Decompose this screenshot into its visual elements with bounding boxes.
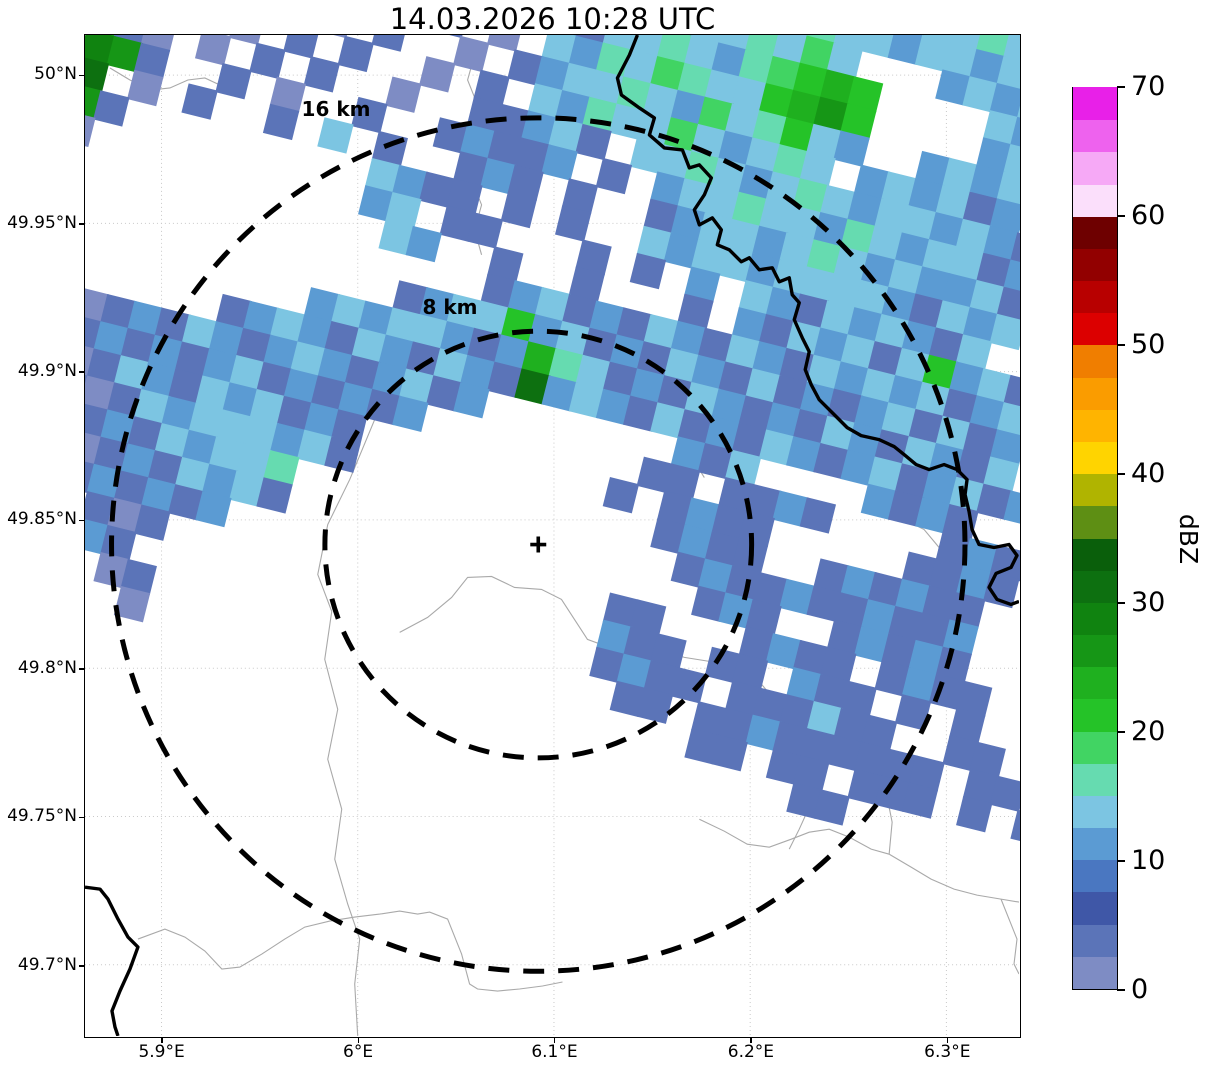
colorbar-segment — [1073, 504, 1117, 539]
colorbar-segment — [1073, 891, 1117, 925]
colorbar-segment — [1073, 601, 1117, 636]
colorbar-segment — [1073, 247, 1117, 282]
colorbar-segment — [1073, 698, 1117, 732]
y-tick-label: 49.85°N — [7, 509, 77, 530]
x-tick-label: 6.3°E — [924, 1042, 971, 1062]
admin-boundary-line — [317, 344, 396, 1036]
colorbar-segment — [1073, 569, 1117, 603]
colorbar-segment — [1073, 408, 1117, 442]
y-tick-label: 49.75°N — [7, 806, 77, 827]
colorbar-segment — [1073, 762, 1117, 796]
colorbar-segment — [1073, 118, 1117, 153]
y-tick-mark — [79, 668, 84, 670]
admin-boundary-line — [109, 67, 221, 91]
colorbar-tick-label: 10 — [1131, 845, 1166, 876]
y-tick-mark — [79, 74, 84, 77]
colorbar-segment — [1073, 730, 1117, 764]
country-border-line — [615, 35, 1019, 607]
y-tick-label: 49.95°N — [7, 212, 77, 233]
x-tick-mark — [750, 1038, 752, 1043]
radar-center-marker — [530, 536, 547, 553]
colorbar-tick-label: 50 — [1131, 329, 1166, 360]
colorbar-segment — [1073, 858, 1117, 893]
y-tick-label: 49.8°N — [17, 657, 77, 678]
map-overlay-borders-rings — [85, 35, 1019, 1036]
colorbar-tick-mark — [1117, 989, 1125, 991]
colorbar-tick-mark — [1117, 86, 1125, 88]
colorbar-tick-label: 70 — [1131, 71, 1166, 102]
colorbar-tick-mark — [1117, 344, 1125, 346]
colorbar-segment — [1073, 151, 1117, 185]
x-tick-mark — [946, 1038, 949, 1043]
colorbar-segment — [1073, 537, 1117, 571]
colorbar-segment — [1073, 86, 1117, 121]
y-tick-mark — [79, 519, 84, 522]
colorbar-axis-label: dBZ — [1174, 513, 1203, 565]
y-tick-mark — [79, 223, 84, 225]
range-ring-label: 8 km — [422, 295, 478, 319]
x-tick-label: 6.2°E — [727, 1042, 775, 1062]
colorbar — [1072, 86, 1118, 990]
colorbar-tick-label: 60 — [1131, 200, 1166, 231]
colorbar-segment — [1073, 472, 1117, 507]
colorbar-segment — [1073, 344, 1117, 378]
colorbar-segment — [1073, 376, 1117, 410]
colorbar-segment — [1073, 633, 1117, 668]
x-tick-label: 6.1°E — [531, 1042, 578, 1062]
map-plot: 16 km 8 km — [84, 34, 1021, 1038]
y-tick-mark — [79, 371, 84, 373]
colorbar-segment — [1073, 440, 1117, 475]
colorbar-tick-label: 30 — [1131, 587, 1166, 618]
colorbar-segment — [1073, 215, 1117, 249]
y-tick-label: 49.7°N — [17, 954, 77, 975]
range-ring-circle — [322, 328, 755, 761]
x-tick-label: 6°E — [343, 1042, 374, 1062]
colorbar-tick-mark — [1117, 731, 1125, 733]
y-tick-mark — [79, 816, 84, 819]
colorbar-tick-mark — [1117, 602, 1125, 604]
colorbar-segment — [1073, 665, 1117, 700]
y-tick-mark — [79, 965, 84, 967]
range-ring-label: 16 km — [301, 97, 371, 121]
colorbar-segment — [1073, 311, 1117, 346]
colorbar-segment — [1073, 794, 1117, 829]
colorbar-segment — [1073, 279, 1117, 314]
admin-boundary-line — [699, 818, 1019, 903]
x-tick-mark — [161, 1038, 163, 1043]
page-title: 14.03.2026 10:28 UTC — [389, 2, 716, 36]
x-tick-label: 5.9°E — [138, 1042, 185, 1062]
colorbar-segment — [1073, 955, 1117, 989]
country-border-line — [85, 885, 140, 1036]
colorbar-tick-mark — [1117, 860, 1125, 862]
y-tick-label: 49.9°N — [17, 360, 77, 381]
colorbar-tick-mark — [1117, 215, 1125, 217]
x-tick-mark — [357, 1038, 360, 1043]
colorbar-tick-label: 0 — [1131, 974, 1149, 1005]
y-tick-label: 50°N — [34, 64, 77, 85]
colorbar-segment — [1073, 183, 1117, 217]
colorbar-segment — [1073, 923, 1117, 957]
admin-boundary-line — [137, 910, 563, 992]
admin-boundary-line — [1000, 898, 1019, 975]
colorbar-tick-label: 40 — [1131, 458, 1166, 489]
colorbar-tick-mark — [1117, 473, 1125, 475]
colorbar-segment — [1073, 826, 1117, 861]
colorbar-tick-label: 20 — [1131, 716, 1166, 747]
x-tick-mark — [553, 1038, 556, 1043]
